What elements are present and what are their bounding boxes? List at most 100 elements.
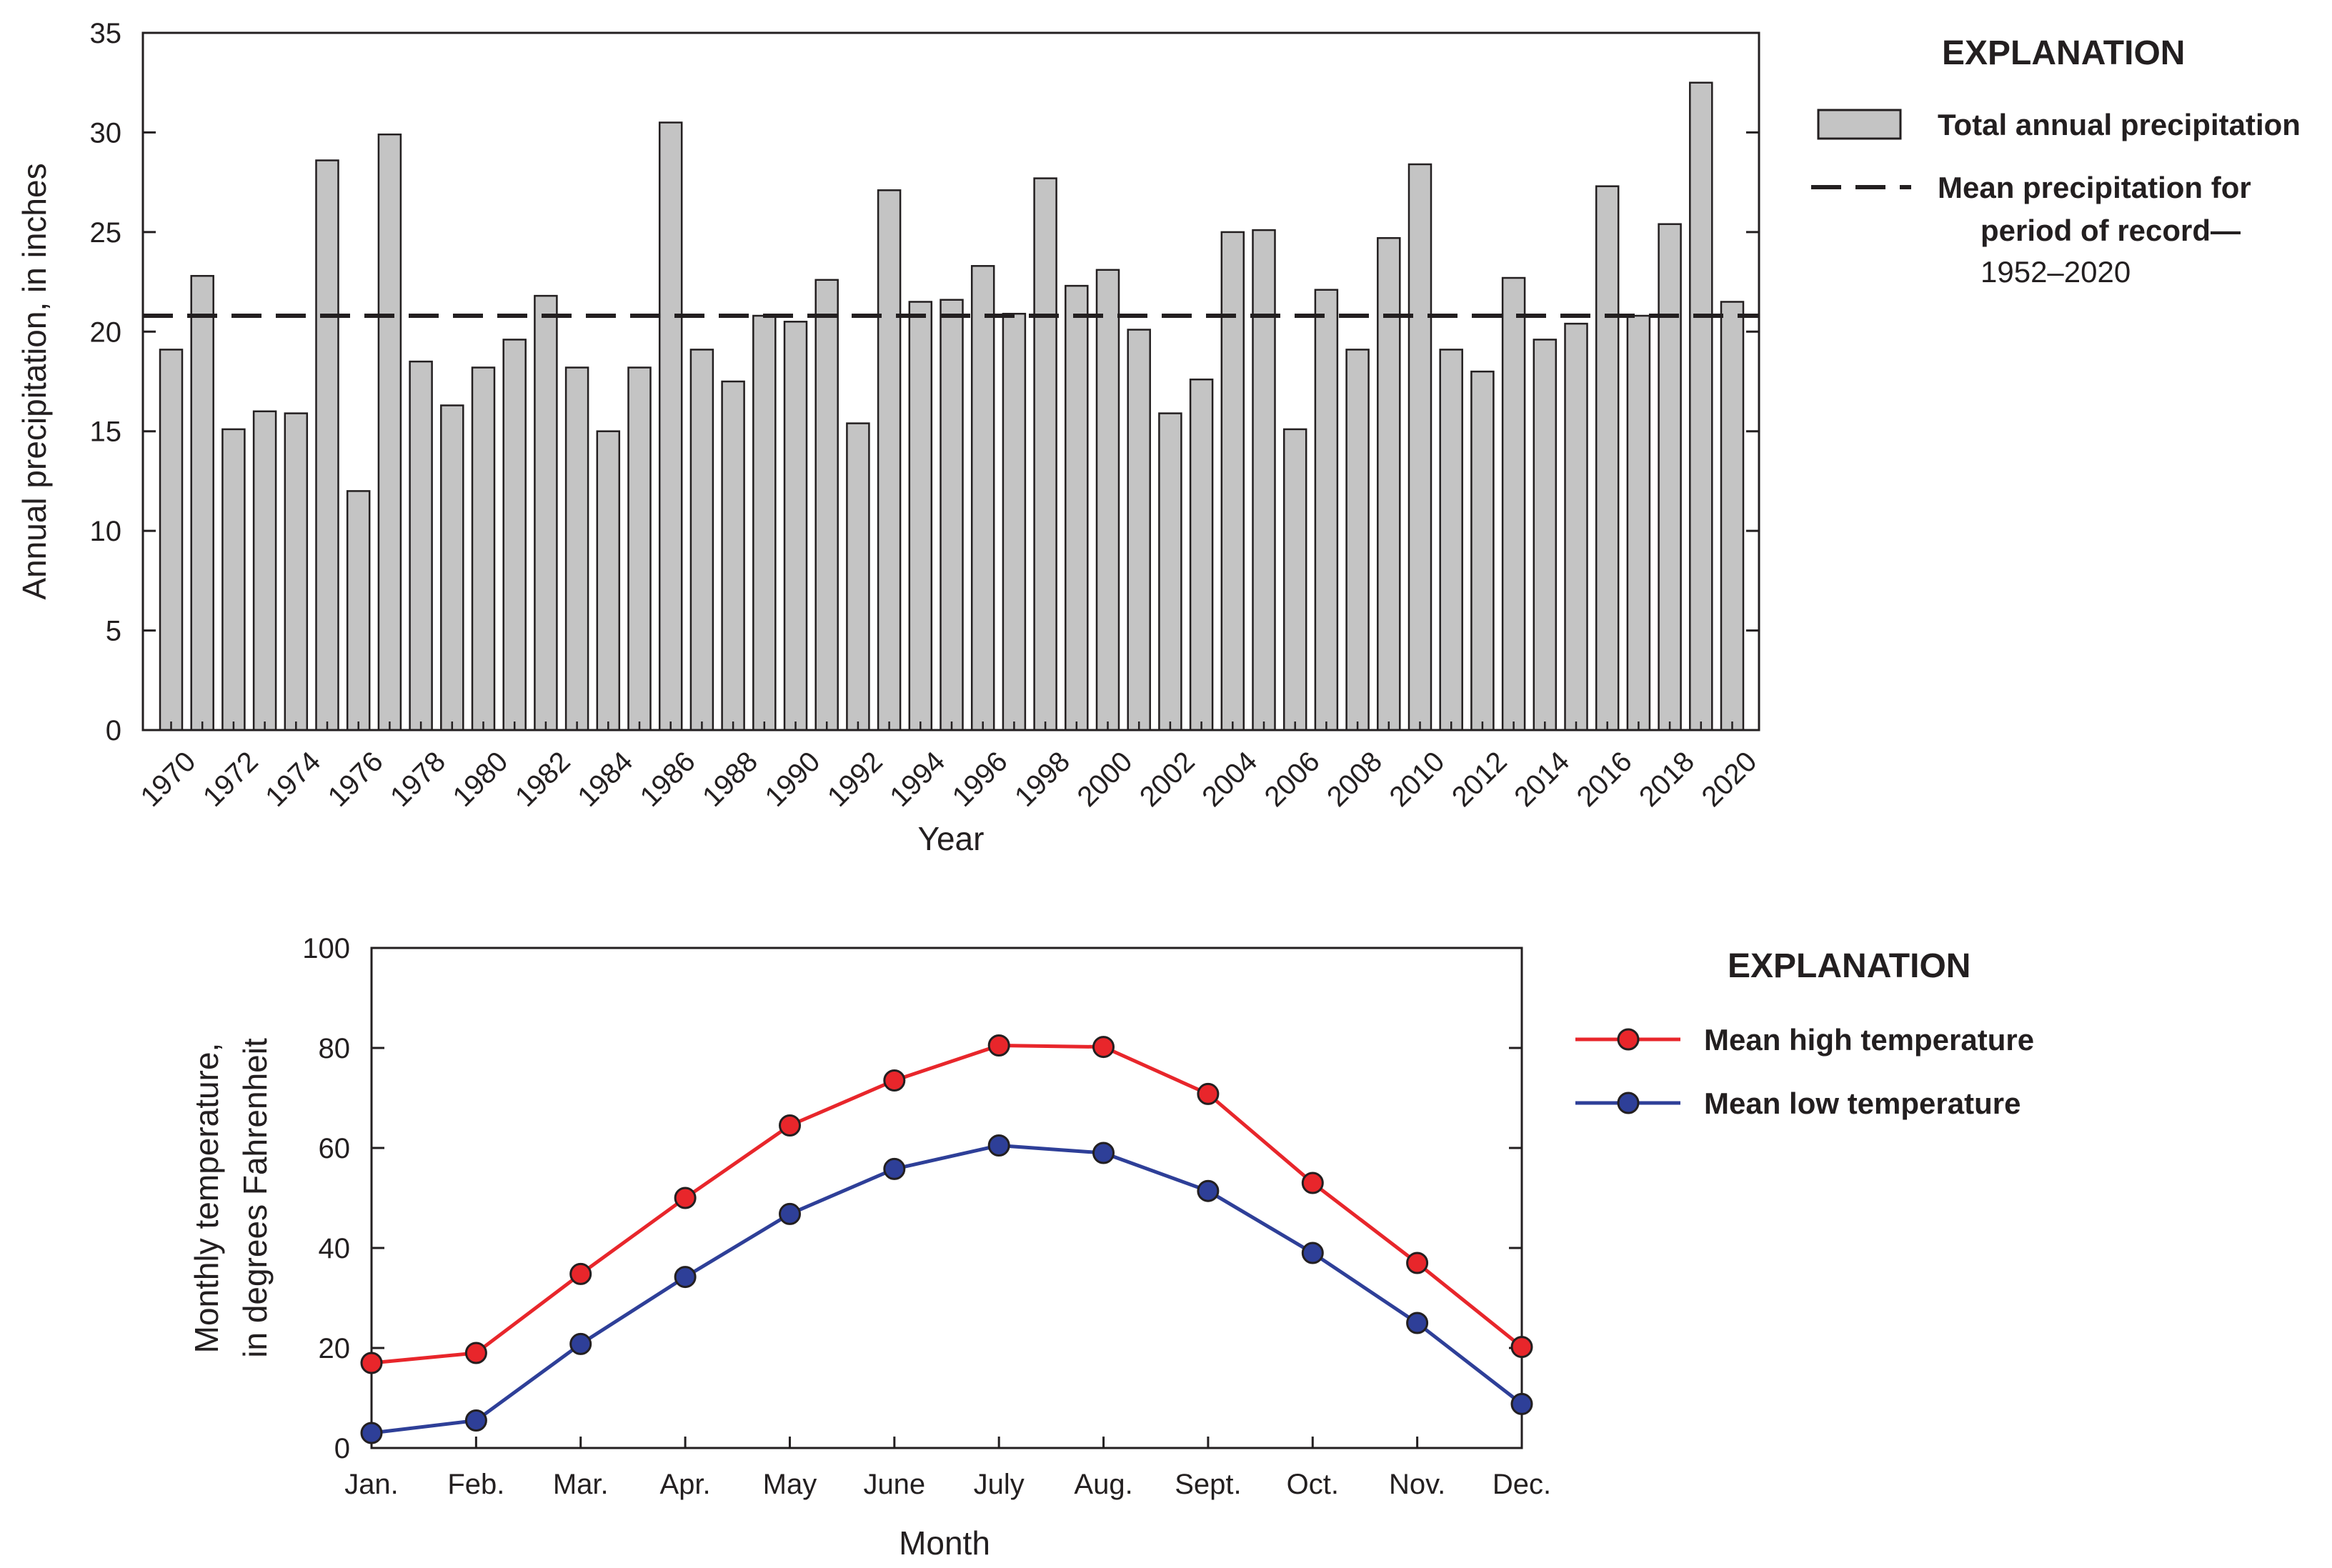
precip-bar-2018 bbox=[1658, 223, 1682, 731]
temp-low-point-jan bbox=[360, 1422, 383, 1444]
temp-y-tick-label: 40 bbox=[319, 1233, 351, 1264]
precipitation-y-ticks: 0 5 10 15 20 25 30 35 bbox=[90, 18, 1759, 746]
precipitation-x-ticks: 1970197219741976197819801982198419861988… bbox=[134, 721, 1763, 813]
precip-bar-1977 bbox=[377, 133, 402, 731]
precip-bar-1972 bbox=[221, 428, 246, 731]
temp-x-tick-label: July bbox=[974, 1469, 1025, 1500]
temp-high-point-nov bbox=[1406, 1252, 1429, 1274]
precip-bar-1980 bbox=[471, 366, 496, 731]
precip-bar-1990 bbox=[783, 321, 808, 731]
precip-bar-2005 bbox=[1252, 229, 1276, 731]
precip-x-tick-label: 1986 bbox=[634, 746, 702, 813]
precip-bar-1999 bbox=[1065, 284, 1089, 731]
temp-x-tick-label: Jan. bbox=[344, 1469, 399, 1500]
temp-low-point-oct bbox=[1301, 1242, 1324, 1264]
precip-bar-1993 bbox=[877, 189, 902, 731]
temp-high-point-dec bbox=[1510, 1336, 1533, 1359]
precip-bar-2011 bbox=[1439, 349, 1463, 731]
temp-low-point-feb bbox=[464, 1409, 487, 1432]
precip-x-tick-label: 2020 bbox=[1695, 746, 1763, 813]
temp-x-tick-label: Oct. bbox=[1287, 1469, 1339, 1500]
precip-bar-1982 bbox=[534, 294, 558, 731]
temp-low-point-sept bbox=[1197, 1179, 1220, 1202]
precip-bar-2014 bbox=[1533, 339, 1558, 731]
precip-x-tick-label: 2018 bbox=[1633, 746, 1700, 813]
precip-x-tick-label: 1990 bbox=[759, 746, 826, 813]
temp-y-tick-label: 60 bbox=[319, 1133, 351, 1164]
precip-x-tick-label: 1992 bbox=[822, 746, 889, 813]
temp-high-point-jan bbox=[360, 1352, 383, 1374]
legend-low-label: Mean low temperature bbox=[1704, 1087, 2020, 1120]
legend-mean-label-line2: period of record— bbox=[1980, 214, 2241, 247]
precip-bar-1987 bbox=[689, 349, 714, 731]
precip-x-tick-label: 2002 bbox=[1134, 746, 1201, 813]
temperature-y-axis-title-line1: Monthly temperature, bbox=[188, 1043, 225, 1354]
temperature-points bbox=[360, 1034, 1533, 1444]
temp-low-point-aug bbox=[1092, 1142, 1115, 1164]
temp-high-line bbox=[371, 1043, 1523, 1365]
precip-x-tick-label: 2010 bbox=[1383, 746, 1450, 813]
temp-low-point-dec bbox=[1510, 1392, 1533, 1415]
precip-bar-1994 bbox=[908, 301, 933, 731]
temperature-legend-heading: EXPLANATION bbox=[1728, 947, 1970, 985]
temp-x-tick-label: Sept. bbox=[1175, 1469, 1241, 1500]
precip-x-tick-label: 1988 bbox=[697, 746, 764, 813]
precip-bar-1978 bbox=[409, 360, 433, 731]
legend-bar-swatch bbox=[1817, 109, 1902, 140]
precipitation-legend-heading: EXPLANATION bbox=[1942, 34, 2185, 72]
temperature-y-ticks: 0 20 40 60 80 100 bbox=[302, 933, 1522, 1464]
precip-bar-2016 bbox=[1595, 185, 1620, 731]
precip-bar-1986 bbox=[658, 121, 683, 731]
temp-low-point-june bbox=[883, 1157, 906, 1180]
precip-bar-1973 bbox=[252, 410, 277, 731]
precip-bar-1997 bbox=[1002, 312, 1027, 731]
temperature-chart: 0 20 40 60 80 100 Jan. Feb. Mar. Apr. May June July… bbox=[188, 933, 2034, 1562]
legend-mean-label-line1: Mean precipitation for bbox=[1938, 171, 2251, 204]
precip-bar-2006 bbox=[1282, 428, 1307, 731]
legend-high-label: Mean high temperature bbox=[1704, 1023, 2034, 1057]
precip-x-tick-label: 1980 bbox=[447, 746, 514, 813]
precip-y-tick-label: 15 bbox=[90, 416, 122, 448]
precip-x-tick-label: 2016 bbox=[1571, 746, 1638, 813]
temp-x-tick-label: Mar. bbox=[553, 1469, 609, 1500]
legend-high-marker bbox=[1617, 1028, 1640, 1051]
temp-high-point-mar bbox=[569, 1262, 592, 1285]
precip-bar-1985 bbox=[627, 366, 652, 731]
precip-x-tick-label: 1970 bbox=[134, 746, 201, 813]
temp-y-tick-label: 20 bbox=[319, 1333, 351, 1364]
precip-bar-1983 bbox=[564, 366, 589, 731]
legend-low-marker bbox=[1617, 1092, 1640, 1114]
temperature-x-ticks: Jan. Feb. Mar. Apr. May June July Aug. Sept. Oct.… bbox=[344, 1437, 1551, 1500]
precip-x-tick-label: 1976 bbox=[322, 746, 389, 813]
temp-high-point-apr bbox=[674, 1187, 697, 1209]
precip-x-tick-label: 2012 bbox=[1446, 746, 1513, 813]
precip-bar-2007 bbox=[1314, 289, 1339, 731]
precip-x-tick-label: 2000 bbox=[1071, 746, 1138, 813]
precip-y-tick-label: 5 bbox=[106, 616, 121, 647]
legend-bar-label: Total annual precipitation bbox=[1938, 108, 2301, 141]
temperature-x-axis-title: Month bbox=[899, 1524, 990, 1562]
precip-x-tick-label: 2014 bbox=[1508, 746, 1575, 813]
temp-high-point-oct bbox=[1301, 1172, 1324, 1194]
precip-bar-2000 bbox=[1095, 269, 1120, 731]
temperature-legend: EXPLANATION Mean high temperature Mean l… bbox=[1575, 947, 2034, 1120]
temp-x-tick-label: Aug. bbox=[1074, 1469, 1132, 1500]
precip-bar-1976 bbox=[346, 490, 371, 731]
temp-low-line bbox=[371, 1143, 1523, 1435]
precip-bar-2012 bbox=[1470, 370, 1495, 731]
precip-y-tick-label: 25 bbox=[90, 217, 122, 249]
temp-high-point-june bbox=[883, 1069, 906, 1092]
precip-x-tick-label: 1994 bbox=[884, 746, 951, 813]
precipitation-y-axis-title: Annual precipitation, in inches bbox=[16, 163, 53, 599]
temp-low-point-mar bbox=[569, 1332, 592, 1355]
precip-bar-2001 bbox=[1127, 329, 1151, 731]
precip-bar-2002 bbox=[1158, 412, 1182, 731]
precip-bar-2003 bbox=[1189, 378, 1214, 731]
precip-bar-1996 bbox=[970, 265, 995, 731]
precip-bar-2009 bbox=[1377, 236, 1401, 731]
temp-high-point-sept bbox=[1197, 1082, 1220, 1105]
precip-bar-1971 bbox=[190, 274, 214, 731]
precip-bar-1981 bbox=[502, 339, 527, 731]
temp-low-point-may bbox=[779, 1202, 801, 1225]
precip-y-tick-label: 0 bbox=[106, 715, 121, 746]
